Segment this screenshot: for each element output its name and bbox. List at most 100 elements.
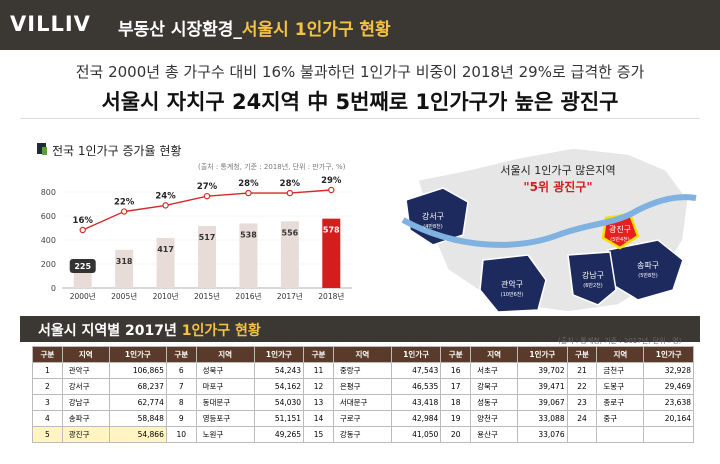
seoul-map: 서울시 1인가구 많은지역 "5위 광진구" 강서구 (4만8천) 관악구 (1… (401, 147, 697, 313)
rank-cell: 8 (165, 394, 197, 411)
bar-value-badge (69, 259, 96, 273)
page-title-main: 부동산 시장환경_ (118, 20, 242, 40)
x-tick-label: 2015년 (194, 291, 220, 301)
page-title: 부동산 시장환경_서울시 1인가구 현황 (118, 15, 391, 40)
district-cell: 도봉구 (596, 378, 645, 395)
table-title-main: 서울시 지역별 2017년 (38, 323, 182, 339)
rank-cell: 11 (303, 362, 334, 379)
rate-point (203, 192, 211, 200)
rank-cell: 1 (32, 362, 63, 379)
bar-value-label: 578 (323, 226, 340, 235)
count-cell: 39,702 (517, 362, 568, 379)
bar (322, 218, 341, 288)
table-header-cell: 구분 (32, 346, 63, 363)
page-title-highlight: 서울시 1인가구 현황 (241, 20, 391, 40)
table-header-cell: 지역 (195, 346, 255, 363)
divider (20, 118, 700, 119)
map-label-gangnam-sub: (6만2천) (583, 282, 603, 289)
subtitle: 전국 2000년 총 가구수 대비 16% 불과하던 1인가구 비중이 2018… (75, 63, 645, 81)
rate-label: 22% (114, 198, 135, 208)
table-source: (출처 : 통계청, 기준 : 2017년, 단위 : 명) (558, 337, 682, 345)
rate-point (245, 189, 252, 197)
table-header-cell: 1인가구 (517, 346, 568, 363)
growth-chart: 0 200 400 600 800 225 2000년 318 2005년 417 2010년 517… (41, 176, 352, 301)
x-tick-label: 2010년 (153, 291, 179, 301)
table-header-cell: 구분 (566, 346, 598, 363)
table-header-cell: 구분 (440, 346, 472, 363)
map-label-gangseo: 강서구 (422, 211, 444, 221)
count-cell: 47,543 (390, 362, 442, 379)
rank-cell: 23 (566, 394, 598, 411)
rank-cell: 12 (303, 378, 334, 395)
district-table: 구분 지역 1인가구 구분 지역 1인가구 구분 지역 1인가구 구분 지역 1인가구 구분 지역 1인가구… (32, 346, 694, 443)
map-label-gangseo-sub: (4만8천) (423, 223, 443, 230)
table-header-cell: 1인가구 (253, 346, 305, 363)
header-bar (0, 0, 720, 50)
rank-cell: 21 (566, 362, 598, 379)
table-header-cell: 지역 (596, 346, 645, 363)
y-tick-label: 0 (51, 284, 56, 293)
rank-cell: 14 (303, 410, 334, 427)
rank-cell: 4 (32, 410, 63, 427)
x-tick-label: 2005년 (111, 291, 137, 301)
brand-logo: VILLIV (10, 12, 91, 36)
rate-label: 28% (238, 179, 259, 189)
rank-cell: 19 (440, 410, 472, 427)
count-cell: 23,638 (643, 394, 694, 411)
count-cell: 51,151 (253, 410, 305, 427)
map-label-gwanak-sub: (10만6천) (501, 291, 524, 298)
rank-cell: 16 (440, 362, 472, 379)
rate-point (162, 202, 169, 209)
count-cell: 54,162 (253, 378, 305, 395)
count-cell (643, 426, 694, 443)
table-header-cell: 지역 (470, 346, 519, 363)
rank-cell: 6 (165, 362, 197, 379)
table-row: 1 관악구 106,865 6 성북구 54,243 11 중랑구 47,543 16 서초구 39,… (32, 362, 694, 379)
rank-cell: 10 (165, 426, 197, 443)
rank-cell: 24 (566, 410, 598, 427)
count-cell: 68,237 (108, 378, 167, 395)
bar-value-label: 517 (199, 233, 216, 242)
count-cell: 39,471 (517, 378, 568, 395)
count-cell: 39,067 (517, 394, 568, 411)
rank-cell: 20 (440, 426, 472, 443)
table-row: 4 송파구 58,848 9 영등포구 51,151 14 구로구 42,984 19 양천구 33,… (32, 410, 694, 427)
count-cell: 54,866 (108, 426, 167, 443)
count-cell: 54,030 (253, 394, 305, 411)
district-cell: 영등포구 (195, 410, 255, 427)
map-subtitle: "5위 광진구" (523, 179, 592, 194)
count-cell: 46,535 (390, 378, 442, 395)
count-cell: 29,469 (643, 378, 694, 395)
rate-point (120, 208, 128, 215)
bar (239, 223, 258, 288)
bar-value-label: 225 (74, 262, 91, 271)
x-tick-label: 2016년 (235, 291, 261, 301)
count-cell: 32,928 (643, 362, 694, 379)
count-cell: 62,774 (108, 394, 167, 411)
x-tick-label: 2018년 (318, 291, 344, 301)
count-cell: 43,418 (390, 394, 442, 411)
rank-cell: 22 (566, 378, 598, 395)
rate-point (79, 226, 86, 234)
district-cell: 구로구 (332, 410, 392, 427)
y-tick-label: 600 (41, 212, 56, 221)
district-cell: 동대문구 (195, 394, 255, 411)
rate-label: 29% (321, 176, 342, 186)
count-cell: 54,243 (253, 362, 305, 379)
rate-label: 28% (280, 179, 301, 189)
rate-label: 24% (155, 191, 176, 201)
map-label-gwangjin-sub: (5만4천) (610, 236, 630, 243)
bar (280, 221, 299, 288)
district-cell: 용산구 (470, 426, 519, 443)
map-label-gwangjin: 광진구 (609, 224, 631, 234)
district-cell: 마포구 (195, 378, 255, 395)
district-cell: 종로구 (596, 394, 645, 411)
district-cell: 금천구 (596, 362, 645, 379)
bar (156, 237, 175, 288)
y-tick-label: 800 (41, 188, 56, 197)
chart-icon-accent (42, 147, 47, 155)
count-cell: 42,984 (390, 410, 442, 427)
map-label-songpa: 송파구 (637, 261, 659, 270)
table-header-cell: 지역 (61, 346, 110, 363)
rank-cell: 9 (165, 410, 197, 427)
